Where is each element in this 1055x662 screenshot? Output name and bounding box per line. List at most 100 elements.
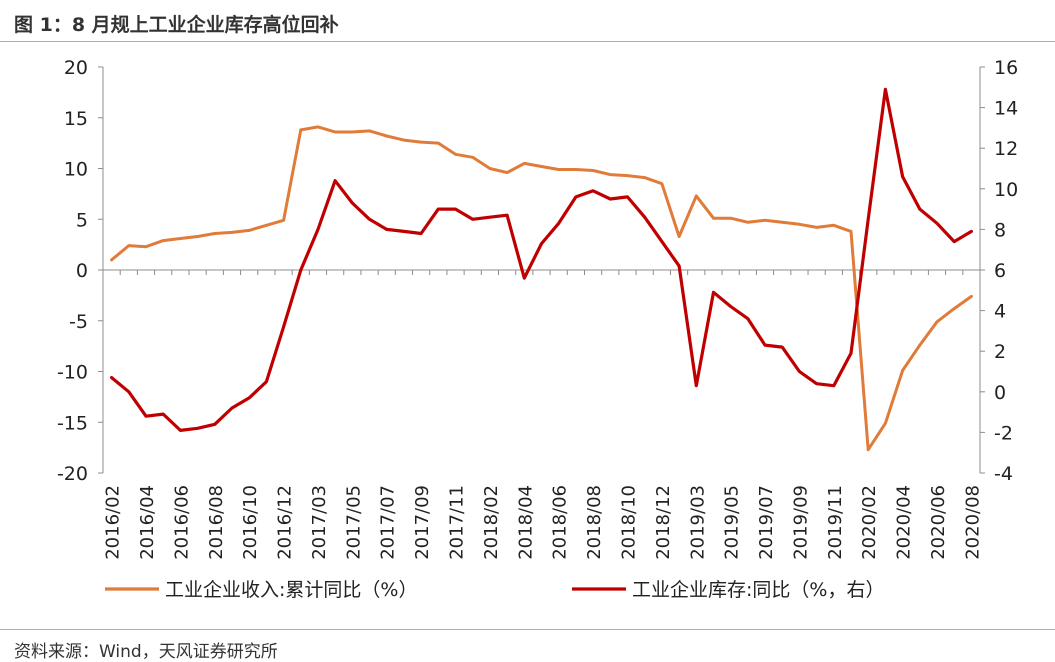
inventory-data-point (110, 376, 113, 379)
left-axis-tick-label: 15 (64, 108, 88, 130)
left-axis-tick-label: -20 (57, 463, 88, 485)
inventory-data-point (333, 179, 337, 182)
revenue-data-point (351, 130, 354, 134)
x-axis-tick-label: 2018/08 (584, 485, 605, 560)
inventory-data-point (970, 230, 973, 233)
revenue-data-point (849, 230, 853, 233)
inventory-data-point (437, 207, 440, 211)
inventory-data-point (574, 195, 578, 199)
source-divider (0, 629, 1055, 630)
x-axis-tick-label: 2017/09 (412, 485, 433, 560)
inventory-data-point (196, 427, 199, 430)
revenue-data-point (694, 194, 698, 198)
revenue-data-point (884, 421, 887, 425)
chart-svg: -20-15-10-505101520-4-202468101214162016… (57, 57, 1018, 601)
inventory-data-point (299, 268, 303, 272)
revenue-data-point (815, 226, 818, 229)
revenue-data-point (299, 128, 303, 132)
revenue-data-point (746, 220, 750, 224)
inventory-data-point (780, 345, 784, 349)
revenue-data-point (540, 165, 543, 168)
legend-revenue-label: 工业企业收入:累计同比（%） (165, 579, 417, 601)
x-axis-tick-label: 2019/07 (756, 485, 777, 560)
legend-inventory-label: 工业企业库存:同比（%，右） (632, 579, 884, 601)
x-axis-tick-label: 2018/04 (515, 485, 536, 560)
left-axis-tick-label: 20 (64, 57, 88, 79)
x-axis-tick-label: 2017/07 (378, 485, 399, 560)
inventory-data-point (213, 422, 217, 426)
inventory-data-point (815, 382, 818, 385)
inventory-data-point (471, 217, 475, 221)
source-note: 资料来源：Wind，天风证券研究所 (14, 642, 278, 662)
left-axis-tick-label: -10 (57, 362, 88, 384)
revenue-data-point (454, 152, 457, 156)
right-axis-tick-label: -2 (994, 422, 1013, 444)
inventory-data-point (540, 242, 543, 245)
inventory-data-point (712, 291, 715, 294)
revenue-data-point (161, 239, 165, 242)
x-axis-tick-label: 2020/08 (962, 485, 983, 560)
revenue-data-point (643, 176, 646, 179)
right-axis-tick-label: 4 (994, 301, 1006, 323)
revenue-data-point (488, 167, 492, 170)
inventory-data-point (866, 217, 870, 221)
x-axis-tick-label: 2019/03 (687, 485, 708, 560)
inventory-data-point (247, 396, 251, 400)
inventory-data-point (643, 215, 646, 219)
x-axis-tick-label: 2017/11 (447, 485, 468, 560)
revenue-data-point (437, 141, 440, 145)
right-axis-tick-label: 10 (994, 179, 1018, 201)
revenue-data-point (712, 216, 715, 220)
x-axis-tick-label: 2016/08 (206, 485, 227, 560)
x-axis-tick-label: 2020/06 (928, 485, 949, 560)
revenue-data-point (608, 173, 612, 176)
inventory-data-point (729, 305, 732, 308)
inventory-data-point (385, 228, 389, 231)
revenue-data-point (729, 216, 732, 220)
right-axis-tick-label: 8 (994, 219, 1006, 241)
inventory-data-point (488, 215, 492, 219)
right-axis-tick-label: 14 (994, 98, 1018, 120)
x-axis-tick-label: 2020/04 (894, 485, 915, 560)
revenue-data-point (523, 162, 526, 165)
revenue-data-point (763, 218, 767, 222)
revenue-data-point (110, 258, 113, 262)
inventory-data-point (918, 207, 922, 211)
inventory-data-point (161, 412, 165, 416)
revenue-data-point (385, 134, 389, 138)
inventory-data-point (351, 201, 354, 205)
revenue-data-point (213, 232, 217, 235)
x-axis-tick-label: 2020/02 (859, 485, 880, 560)
inventory-data-point (746, 317, 750, 321)
revenue-data-point (265, 224, 268, 227)
right-axis-tick-label: 6 (994, 260, 1006, 282)
left-axis-tick-label: 10 (64, 159, 88, 181)
inventory-data-point (952, 240, 956, 243)
revenue-data-point (935, 320, 939, 324)
inventory-data-point (419, 232, 423, 235)
revenue-data-point (952, 307, 956, 310)
revenue-data-point (127, 244, 131, 247)
x-axis-tick-label: 2019/05 (722, 485, 743, 560)
inventory-data-point (368, 217, 371, 221)
revenue-data-point (660, 182, 664, 186)
x-axis-tick-label: 2016/04 (137, 485, 158, 560)
inventory-data-point (832, 384, 836, 388)
revenue-data-point (333, 130, 337, 134)
inventory-data-point (454, 207, 457, 211)
x-axis-tick-label: 2018/10 (618, 485, 639, 560)
revenue-data-point (144, 245, 148, 248)
inventory-data-point (265, 380, 268, 383)
revenue-data-point (626, 174, 629, 177)
left-axis-tick-label: -15 (57, 412, 88, 434)
left-axis-tick-label: 0 (76, 260, 88, 282)
chart-title: 图 1：8 月规上工业企业库存高位回补 (14, 14, 339, 36)
revenue-data-point (230, 231, 234, 234)
revenue-data-point (780, 220, 784, 224)
inventory-data-point (849, 351, 853, 355)
revenue-data-point (316, 125, 320, 129)
revenue-data-point (832, 224, 836, 227)
x-axis-tick-label: 2016/06 (171, 485, 192, 560)
inventory-data-point (884, 88, 887, 91)
x-axis-tick-label: 2018/12 (653, 485, 674, 560)
